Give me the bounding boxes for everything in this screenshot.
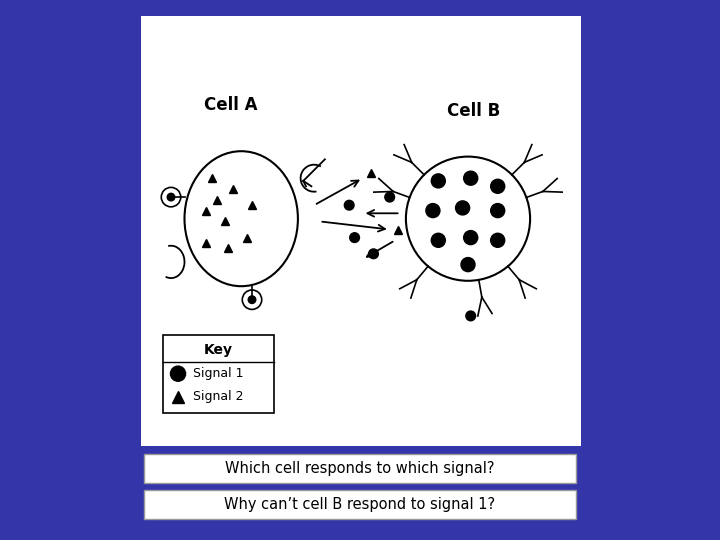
Text: Signal 1: Signal 1 [193,367,243,380]
Circle shape [385,192,395,202]
Text: Signal 2: Signal 2 [193,390,243,403]
Circle shape [426,204,440,218]
Text: Cell A: Cell A [204,96,257,114]
Circle shape [491,179,505,193]
FancyBboxPatch shape [163,335,274,413]
Circle shape [369,249,379,259]
Circle shape [431,233,445,247]
Text: Cell B: Cell B [447,102,500,120]
FancyBboxPatch shape [141,16,582,445]
Text: Why can’t cell B respond to signal 1?: Why can’t cell B respond to signal 1? [225,497,495,512]
Text: Key: Key [204,343,233,357]
FancyBboxPatch shape [144,454,576,483]
Text: Which cell responds to which signal?: Which cell responds to which signal? [225,461,495,476]
Circle shape [171,366,186,381]
FancyBboxPatch shape [144,490,576,519]
Circle shape [464,231,478,245]
Circle shape [491,204,505,218]
Circle shape [456,201,469,215]
Circle shape [431,174,445,188]
Circle shape [344,200,354,210]
Circle shape [461,258,475,272]
Circle shape [350,233,359,242]
Circle shape [464,171,478,185]
Circle shape [167,193,175,201]
Circle shape [466,311,475,321]
Circle shape [491,233,505,247]
Circle shape [248,296,256,303]
